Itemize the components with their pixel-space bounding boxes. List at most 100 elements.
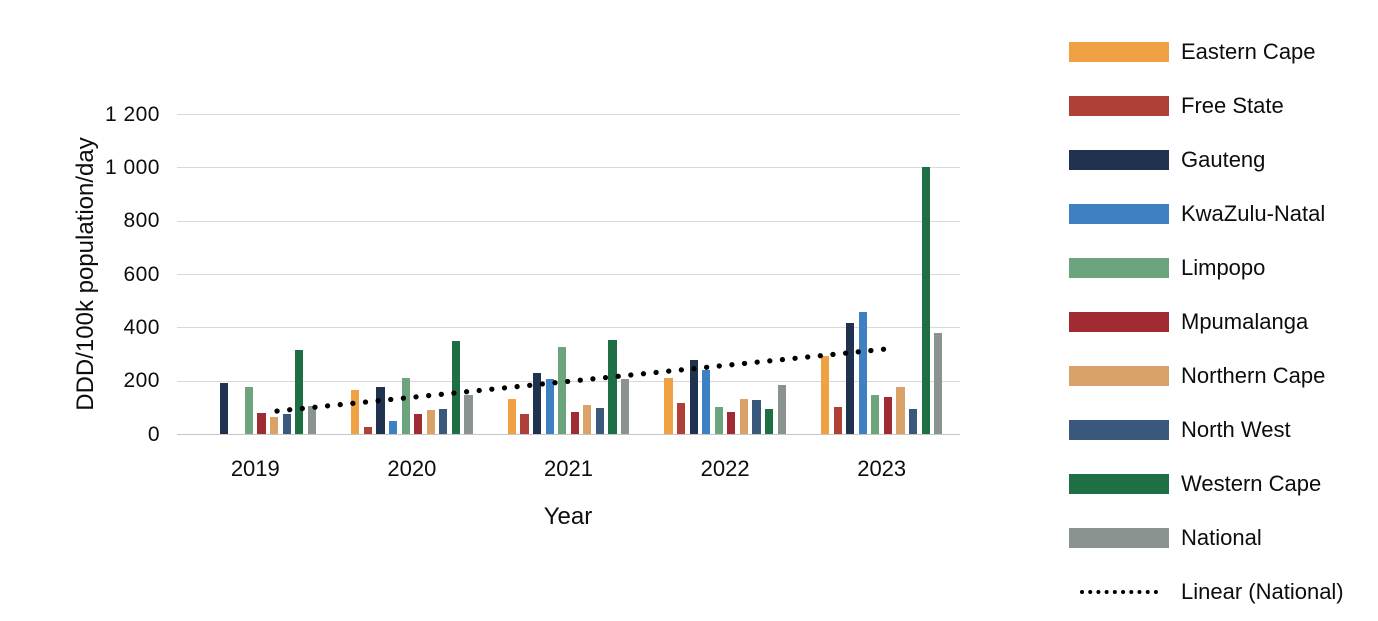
bar-gauteng-2020	[376, 387, 385, 434]
legend-item-northern-cape: Northern Cape	[1069, 363, 1326, 388]
legend-label: KwaZulu-Natal	[1181, 201, 1326, 226]
legend-label: Limpopo	[1181, 255, 1266, 280]
legend-dotted-line	[1080, 590, 1158, 594]
bar-group-2021	[490, 114, 647, 434]
bar-limpopo-2023	[871, 394, 880, 434]
bar-eastern-cape-2022	[664, 378, 673, 434]
x-tick-label: 2022	[700, 456, 750, 481]
bar-slot	[689, 114, 698, 434]
bar-kwazulu-natal-2021	[545, 378, 554, 434]
bar-north-west-2023	[909, 408, 918, 434]
bar-slot	[858, 114, 867, 434]
y-tick-label: 600	[123, 262, 160, 286]
bar-national-2021	[620, 379, 630, 434]
bar-western-cape-2019	[295, 350, 304, 434]
legend-swatch	[1069, 528, 1169, 548]
y-tick-label: 1 000	[104, 155, 160, 179]
bar-north-west-2019	[282, 413, 291, 434]
bar-group-2019	[177, 114, 334, 434]
legend-swatch	[1069, 366, 1169, 386]
bar-northern-cape-2022	[739, 398, 749, 434]
bar-kwazulu-natal-2023	[858, 312, 867, 434]
legend-item-linear-national: Linear (National)	[1069, 579, 1344, 604]
bar-slot	[257, 114, 266, 434]
legend-swatch	[1069, 258, 1169, 278]
bar-group-2022	[647, 114, 804, 434]
gridline	[177, 274, 960, 275]
y-tick-label: 800	[123, 209, 160, 233]
y-axis-tick-labels: 1 200 1 000 800 600 400 200 0	[63, 104, 160, 445]
bar-northern-cape-2020	[426, 410, 435, 434]
bar-mpumalanga-2021	[570, 412, 579, 434]
x-tick-label: 2019	[230, 456, 280, 481]
legend-label: Northern Cape	[1181, 363, 1326, 388]
bar-mpumalanga-2019	[257, 413, 266, 434]
y-tick-label: 200	[123, 369, 160, 393]
trendline-dotted-line	[274, 346, 890, 414]
bar-kwazulu-natal-2020	[388, 421, 398, 434]
legend-item-national: National	[1069, 527, 1262, 549]
bar-north-west-2022	[752, 400, 761, 434]
bar-slot	[765, 114, 774, 434]
bar-limpopo-2022	[714, 406, 723, 434]
bar-national-2023	[934, 333, 943, 434]
bar-free-state-2020	[363, 427, 372, 434]
bar-slot	[451, 114, 460, 434]
plot-area	[177, 114, 960, 435]
bar-slot	[439, 114, 448, 434]
bar-slot	[270, 114, 279, 434]
bar-north-west-2021	[595, 407, 605, 434]
bar-western-cape-2023	[921, 167, 930, 434]
legend-swatch	[1069, 420, 1169, 440]
x-tick-label: 2020	[387, 456, 437, 481]
bar-slot	[282, 114, 291, 434]
legend-label: Gauteng	[1181, 147, 1266, 172]
legend-item-free-state: Free State	[1069, 95, 1284, 117]
bar-western-cape-2020	[451, 341, 460, 434]
bar-national-2022	[777, 385, 786, 434]
bar-free-state-2023	[833, 407, 842, 434]
bar-slot	[883, 114, 893, 434]
x-tick-label: 2021	[544, 456, 593, 481]
bar-kwazulu-natal-2022	[702, 370, 711, 434]
bar-slot	[676, 114, 686, 434]
bar-slot	[558, 114, 567, 434]
gridline	[177, 167, 960, 169]
bar-slot	[714, 114, 723, 434]
bar-slot	[739, 114, 749, 434]
legend-label: Western Cape	[1181, 471, 1322, 496]
bar-northern-cape-2023	[896, 386, 905, 434]
bar-slot	[520, 114, 529, 434]
bar-slot	[896, 114, 905, 434]
legend-label: Linear (National)	[1181, 579, 1344, 604]
bar-northern-cape-2021	[583, 405, 592, 434]
bar-slot	[833, 114, 842, 434]
trendline-linear-national	[274, 346, 890, 414]
bar-limpopo-2020	[401, 378, 410, 434]
bar-eastern-cape-2020	[351, 390, 360, 434]
bar-mpumalanga-2023	[883, 397, 893, 434]
x-axis-tick-labels: 2019 2020 2021 2022 2023	[177, 456, 960, 482]
bar-slot	[820, 114, 830, 434]
bar-free-state-2022	[676, 403, 686, 434]
bar-slot	[388, 114, 398, 434]
bar-slot	[620, 114, 630, 434]
bar-limpopo-2019	[244, 387, 254, 434]
bar-gauteng-2023	[846, 323, 855, 434]
bar-slot	[507, 114, 516, 434]
legend-swatch	[1069, 150, 1169, 170]
bar-slot	[846, 114, 855, 434]
bar-slot	[376, 114, 385, 434]
gridline	[177, 327, 960, 329]
legend-label: North West	[1181, 417, 1291, 442]
legend-item-gauteng: Gauteng	[1069, 147, 1266, 172]
bar-slot	[921, 114, 930, 434]
bar-slot	[532, 114, 542, 434]
gridline	[177, 434, 960, 435]
legend-swatch	[1069, 96, 1169, 116]
bar-mpumalanga-2020	[414, 414, 423, 434]
bar-free-state-2021	[520, 414, 529, 434]
legend-item-north-west: North West	[1069, 417, 1291, 442]
bar-slot	[752, 114, 761, 434]
